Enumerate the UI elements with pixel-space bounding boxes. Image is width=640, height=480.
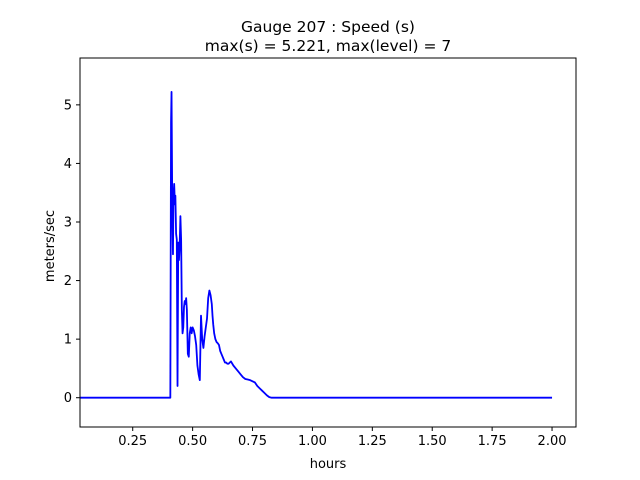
x-tick-label: 0.75 — [238, 434, 267, 449]
y-tick-label: 5 — [64, 98, 72, 113]
y-tick-label: 1 — [64, 333, 72, 348]
y-tick-label: 2 — [64, 274, 72, 289]
x-tick-label: 2.00 — [538, 434, 567, 449]
x-tick-label: 0.50 — [178, 434, 207, 449]
y-tick-label: 4 — [64, 157, 72, 172]
y-tick-label: 0 — [64, 391, 72, 406]
x-tick-label: 1.00 — [298, 434, 327, 449]
chart-title-line-2: max(s) = 5.221, max(level) = 7 — [205, 37, 451, 55]
x-tick-label: 1.50 — [418, 434, 447, 449]
y-tick-label: 3 — [64, 216, 72, 231]
series-line-0 — [80, 91, 553, 399]
x-tick-label: 0.25 — [118, 434, 147, 449]
plot-frame — [79, 57, 577, 428]
x-tick-label: 1.75 — [478, 434, 507, 449]
x-tick-label: 1.25 — [358, 434, 387, 449]
chart-title-line-1: Gauge 207 : Speed (s) — [241, 18, 415, 36]
x-axis-label: hours — [310, 457, 347, 472]
y-axis-label: meters/sec — [43, 210, 58, 282]
